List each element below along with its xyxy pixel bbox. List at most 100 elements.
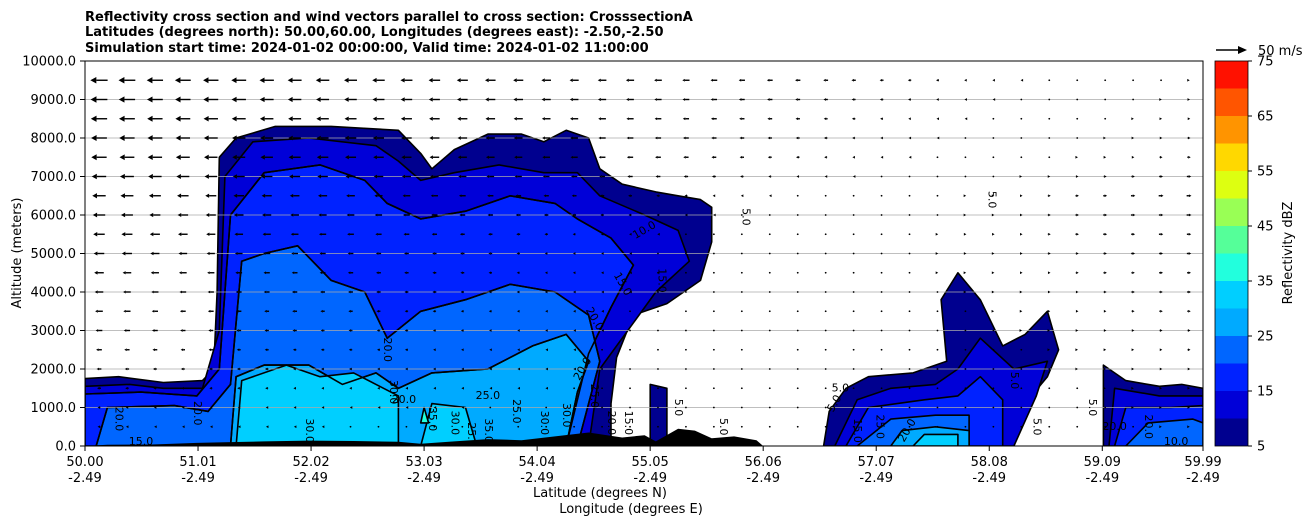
wind-vector (348, 348, 353, 352)
wind-vector (1103, 309, 1107, 313)
wind-vector (400, 116, 412, 121)
contour-label: 15.0 (655, 268, 668, 293)
wind-vector (346, 213, 355, 217)
wind-vector (1075, 309, 1079, 313)
wind-vector (936, 406, 939, 409)
wind-vector (656, 213, 660, 217)
wind-vector (319, 252, 326, 255)
wind-vector (991, 252, 995, 255)
wind-vector (404, 329, 409, 332)
wind-vector (740, 348, 743, 351)
contour-label: 5.0 (1086, 399, 1099, 417)
colorbar-segment (1215, 253, 1248, 281)
wind-vector (97, 386, 101, 390)
wind-vector (96, 348, 102, 352)
wind-vector (457, 97, 468, 102)
wind-vector (545, 386, 548, 390)
wind-vector (180, 329, 186, 332)
wind-vector (293, 425, 297, 429)
wind-vector (91, 134, 107, 142)
wind-vector (682, 117, 690, 121)
wind-vector (1103, 386, 1106, 390)
wind-vector (710, 78, 718, 82)
colorbar-segment (1215, 88, 1248, 116)
wind-vector (147, 135, 163, 141)
wind-vector (120, 193, 134, 199)
wind-vector (1131, 136, 1135, 140)
wind-vector (796, 271, 799, 274)
wind-vector (320, 348, 325, 352)
wind-vector (1020, 271, 1023, 275)
wind-vector (320, 309, 325, 313)
wind-vector (657, 252, 659, 255)
wind-vector (963, 232, 967, 236)
wind-vector (740, 368, 743, 370)
wind-vector (711, 136, 717, 140)
wind-vector (964, 368, 967, 370)
wind-vector (90, 115, 108, 122)
wind-vector (489, 386, 493, 390)
wind-vector (209, 386, 213, 390)
wind-vector (151, 290, 159, 294)
contour-label: 20.0 (392, 393, 417, 406)
wind-vector (376, 309, 381, 313)
wind-vector (1104, 79, 1107, 82)
wind-vector (401, 135, 412, 141)
wind-vector (1047, 309, 1051, 313)
wind-vector (348, 290, 353, 294)
wind-vector (573, 309, 576, 313)
wind-vectors (90, 77, 1192, 429)
wind-vector (237, 367, 241, 371)
wind-vector (992, 175, 995, 178)
reflectivity-region-30dbz-15 (235, 364, 400, 446)
x-tick-label-lon: -2.49 (859, 471, 893, 486)
wind-vector (96, 367, 102, 371)
wind-vector (488, 290, 492, 294)
wind-vector (232, 135, 246, 141)
wind-vector (598, 117, 606, 121)
colorbar-tick-label: 5 (1257, 440, 1265, 455)
wind-vector (712, 252, 715, 255)
y-tick-label: 2000.0 (31, 363, 77, 378)
wind-vector (654, 98, 662, 101)
contour-label: 5.0 (672, 399, 685, 417)
wind-vector (572, 252, 576, 255)
wind-vector (768, 348, 771, 351)
contour-label: 35.0 (482, 418, 495, 443)
wind-vector (1103, 290, 1107, 294)
wind-vector (1186, 252, 1192, 255)
wind-vector (291, 271, 298, 275)
wind-vector (488, 252, 493, 255)
wind-vector (852, 425, 855, 428)
wind-vector (1075, 194, 1079, 198)
wind-vector (1186, 232, 1192, 236)
contour-label: 20.0 (1102, 420, 1127, 433)
wind-vector (489, 406, 492, 409)
wind-vector (629, 406, 631, 409)
wind-vector (1159, 386, 1163, 390)
wind-vector (119, 135, 135, 141)
wind-vector (992, 117, 995, 120)
wind-vector (795, 98, 801, 101)
wind-vector (265, 386, 269, 390)
wind-vector (209, 367, 213, 371)
wind-vector (880, 387, 883, 390)
wind-vector (908, 155, 912, 159)
wind-vector (541, 78, 551, 83)
contour-label: 10.0 (1164, 435, 1189, 448)
wind-vector (347, 271, 354, 275)
wind-vector (879, 98, 884, 101)
wind-vector (231, 96, 246, 103)
wind-vector (457, 116, 468, 121)
contour-label: 20.0 (113, 407, 126, 432)
wind-vector (768, 252, 771, 255)
colorbar-segment (1215, 143, 1248, 171)
wind-vector (265, 425, 269, 429)
wind-vector (344, 77, 358, 83)
wind-vector (431, 213, 438, 217)
wind-vector (260, 135, 274, 141)
wind-vector (1159, 175, 1163, 178)
wind-vector (176, 174, 190, 179)
wind-vector (513, 116, 523, 121)
wind-vector (824, 214, 827, 216)
